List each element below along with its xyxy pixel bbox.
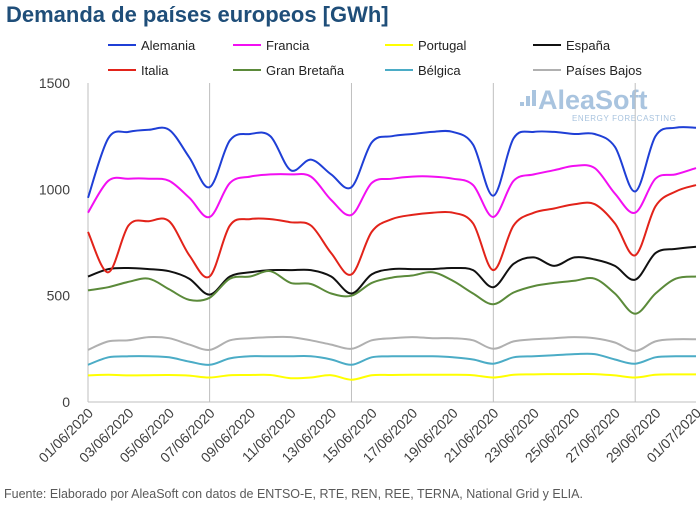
- series-lines: [87, 126, 697, 381]
- series-line-gran-bretana: [87, 270, 697, 315]
- logo-text: AleaSoft: [538, 85, 648, 115]
- logo-mark-icon: [520, 90, 536, 106]
- y-tick-label: 1000: [39, 181, 70, 197]
- y-axis-ticks: 0 500 1000 1500: [39, 75, 70, 410]
- series-line-belgica: [87, 352, 697, 366]
- y-tick-label: 0: [62, 394, 70, 410]
- series-line-portugal: [87, 373, 697, 381]
- aleasoft-logo: AleaSoft ENERGY FORECASTING: [520, 85, 676, 123]
- legend-label-paises-bajos: Países Bajos: [566, 63, 642, 78]
- legend-label-gran-bretana: Gran Bretaña: [266, 63, 345, 78]
- legend-label-portugal: Portugal: [418, 38, 467, 53]
- legend-label-belgica: Bélgica: [418, 63, 461, 78]
- legend-label-alemania: Alemania: [141, 38, 196, 53]
- series-line-alemania: [87, 126, 697, 199]
- x-axis-ticks: 01/06/202003/06/202005/06/202007/06/2020…: [35, 405, 700, 466]
- page-title: Demanda de países europeos [GWh]: [6, 2, 389, 27]
- y-tick-label: 1500: [39, 75, 70, 91]
- legend-label-italia: Italia: [141, 63, 169, 78]
- series-line-italia: [87, 184, 697, 279]
- legend-label-espana: España: [566, 38, 611, 53]
- source-note: Fuente: Elaborado por AleaSoft con datos…: [4, 487, 583, 501]
- series-line-espana: [87, 245, 697, 296]
- y-tick-label: 500: [47, 288, 71, 304]
- series-line-francia: [87, 164, 697, 219]
- logo-tagline: ENERGY FORECASTING: [572, 114, 676, 123]
- series-line-paises-bajos: [87, 335, 697, 353]
- legend-label-francia: Francia: [266, 38, 310, 53]
- legend: Alemania Francia Portugal España Italia Gran …: [108, 38, 642, 78]
